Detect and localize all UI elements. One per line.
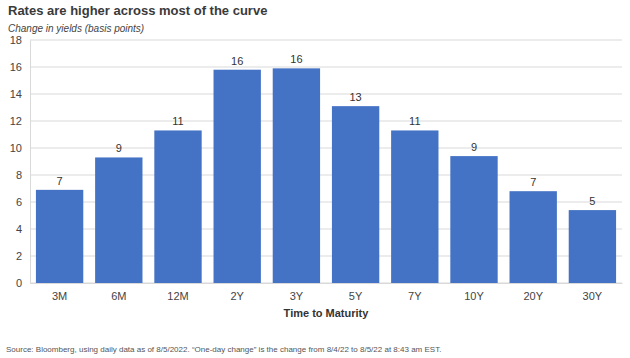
x-tick: 5Y — [349, 283, 363, 302]
data-label: 16 — [290, 53, 302, 65]
y-tick-label: 14 — [10, 88, 22, 100]
data-label: 11 — [172, 115, 183, 127]
x-tick: 20Y — [523, 283, 543, 302]
x-tick: 10Y — [464, 283, 484, 302]
y-tick: 10 — [10, 142, 30, 154]
y-tick: 8 — [16, 169, 30, 181]
x-axis: 3M 6M 12M 2Y 3Y 5Y 7Y 10Y 20Y 30Y — [31, 283, 623, 302]
x-tick-label: 20Y — [523, 290, 543, 302]
data-label: 16 — [231, 55, 243, 67]
x-tick-label: 5Y — [349, 290, 363, 302]
data-label: 9 — [116, 142, 122, 154]
y-tick-label: 2 — [16, 250, 22, 262]
y-tick-label: 12 — [10, 115, 22, 127]
bar — [450, 156, 497, 283]
x-axis-line — [31, 283, 623, 284]
grid-line — [30, 67, 622, 68]
source-note: Source: Bloomberg, using daily data as o… — [6, 345, 441, 354]
bar — [391, 130, 438, 283]
y-tick: 16 — [10, 61, 30, 73]
grid-line — [30, 40, 622, 41]
x-tick-label: 6M — [111, 290, 126, 302]
data-label: 11 — [409, 115, 420, 127]
x-axis-title: Time to Maturity — [284, 307, 370, 319]
y-tick: 18 — [10, 34, 30, 46]
bar — [214, 70, 261, 283]
x-tick-label: 7Y — [408, 290, 422, 302]
bars — [36, 68, 616, 283]
grid — [30, 40, 622, 283]
x-tick: 30Y — [583, 283, 603, 302]
y-tick: 12 — [10, 115, 30, 127]
y-tick-label: 16 — [10, 61, 22, 73]
data-label: 5 — [589, 195, 595, 207]
y-tick-label: 4 — [16, 223, 22, 235]
data-label: 7 — [530, 176, 536, 188]
data-labels: 7 9 11 16 16 13 11 9 7 5 — [57, 53, 596, 207]
x-tick: 3M — [52, 283, 67, 302]
data-label: 9 — [471, 141, 477, 153]
x-tick: 3Y — [290, 283, 304, 302]
x-tick-label: 12M — [167, 290, 188, 302]
y-tick: 6 — [16, 196, 30, 208]
subtitle: Change in yields (basis points) — [8, 23, 144, 34]
data-label: 13 — [349, 91, 361, 103]
data-label: 7 — [57, 175, 63, 187]
y-tick: 2 — [16, 250, 30, 262]
plot: 0 2 4 6 8 10 12 14 16 18 3M 6M 12M 2Y 3Y 5Y 7Y 10Y 20Y 30Y 7… — [10, 34, 623, 302]
x-tick: 7Y — [408, 283, 422, 302]
y-tick: 4 — [16, 223, 30, 235]
x-tick-label: 2Y — [230, 290, 244, 302]
x-tick: 2Y — [230, 283, 244, 302]
x-tick-label: 10Y — [464, 290, 484, 302]
bar — [569, 210, 616, 283]
x-tick-label: 30Y — [583, 290, 603, 302]
y-axis: 0 2 4 6 8 10 12 14 16 18 — [10, 34, 31, 289]
bar — [332, 106, 379, 283]
grid-line — [30, 121, 622, 122]
y-axis-line — [30, 41, 31, 284]
title: Rates are higher across most of the curv… — [8, 3, 267, 18]
y-tick-label: 0 — [16, 277, 22, 289]
y-tick-label: 10 — [10, 142, 22, 154]
bar — [95, 157, 142, 283]
bar — [273, 68, 320, 283]
y-tick-label: 18 — [10, 34, 22, 46]
x-tick-label: 3Y — [290, 290, 304, 302]
y-tick-label: 6 — [16, 196, 22, 208]
bar — [36, 190, 83, 283]
chart: Rates are higher across most of the curv… — [0, 0, 630, 358]
y-tick: 0 — [16, 277, 30, 289]
grid-line — [30, 94, 622, 95]
bar — [154, 130, 201, 283]
x-tick-label: 3M — [52, 290, 67, 302]
y-tick-label: 8 — [16, 169, 22, 181]
y-tick: 14 — [10, 88, 30, 100]
bar — [510, 191, 557, 283]
x-tick: 6M — [111, 283, 126, 302]
x-tick: 12M — [167, 283, 188, 302]
